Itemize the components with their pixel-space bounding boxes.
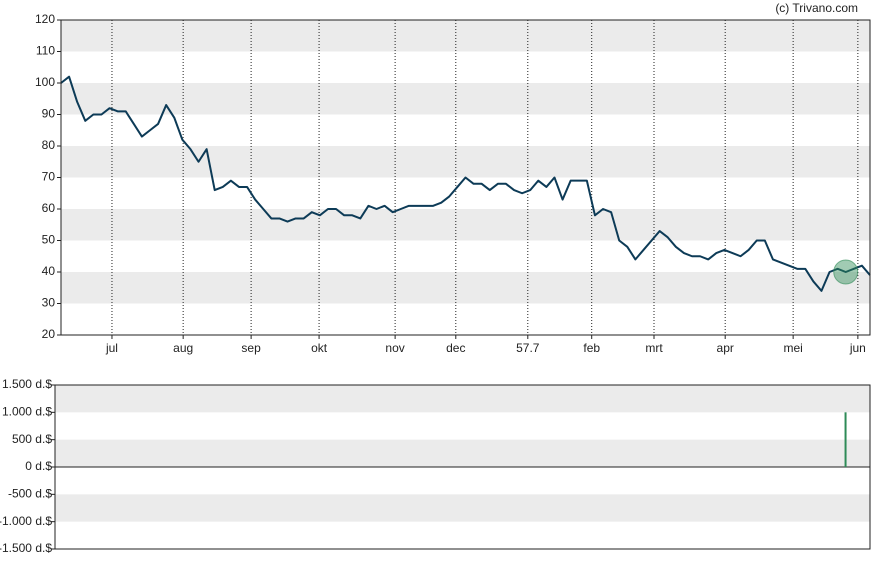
bar	[844, 412, 847, 467]
y-tick-label: 70	[42, 170, 56, 184]
x-tick-label: jul	[105, 341, 118, 355]
grid-band	[61, 146, 870, 178]
y-tick-label: 90	[42, 107, 56, 121]
y-tick-label: 100	[35, 75, 55, 89]
y-tick-label: 40	[42, 264, 56, 278]
x-tick-label: okt	[311, 341, 328, 355]
y-tick-label: -1.000 d.$	[0, 514, 52, 528]
grid-band	[61, 272, 870, 304]
x-tick-label: nov	[385, 341, 404, 355]
y-tick-label: 1.000 d.$	[2, 405, 52, 419]
grid-band	[55, 439, 870, 467]
grid-band	[55, 494, 870, 522]
plot-frame	[54, 384, 871, 550]
y-tick-label: 500 d.$	[12, 432, 52, 446]
x-tick-label: sep	[241, 341, 261, 355]
y-tick-label: 120	[35, 12, 55, 26]
y-tick-label: 50	[42, 233, 56, 247]
event-marker	[833, 259, 859, 285]
y-tick-label: -500 d.$	[8, 487, 52, 501]
grid-band	[61, 209, 870, 241]
x-tick-label: dec	[446, 341, 465, 355]
credit: (c) Trivano.com	[775, 1, 858, 15]
x-tick-label: mei	[783, 341, 802, 355]
y-tick-label: 30	[42, 296, 56, 310]
y-tick-label: 0 d.$	[25, 459, 52, 473]
grid-band	[55, 385, 870, 413]
grid-band	[61, 83, 870, 115]
y-tick-label: 80	[42, 138, 56, 152]
y-tick-label: -1.500 d.$	[0, 541, 52, 555]
price-line	[60, 75, 871, 292]
y-tick-label: 60	[42, 201, 56, 215]
x-tick-label: aug	[173, 341, 193, 355]
x-tick-label: apr	[717, 341, 734, 355]
y-tick-label: 110	[36, 44, 55, 58]
y-tick-label: 20	[42, 327, 56, 341]
x-tick-label: mrt	[645, 341, 663, 355]
plot-frame	[60, 19, 871, 336]
x-tick-label: 57.7	[516, 341, 540, 355]
x-tick-label: feb	[583, 341, 600, 355]
grid-band	[61, 20, 870, 52]
y-tick-label: 1.500 d.$	[2, 377, 52, 391]
x-tick-label: jun	[849, 341, 866, 355]
